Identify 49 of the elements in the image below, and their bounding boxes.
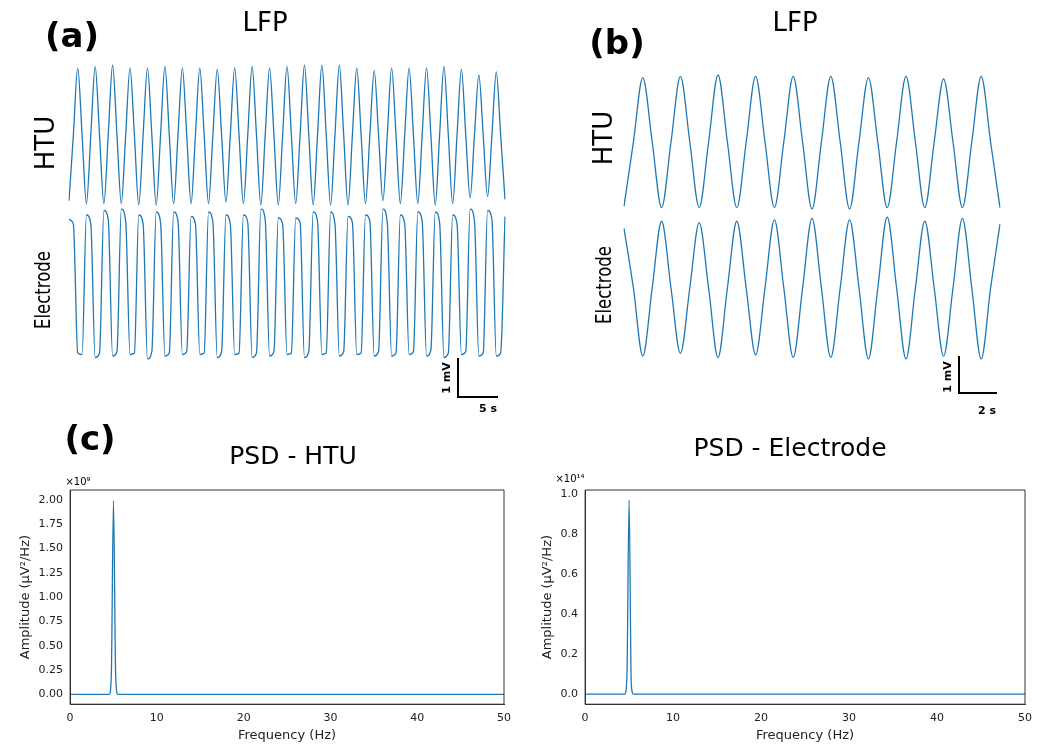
chart-title: LFP xyxy=(242,7,288,37)
x-tick-label: 30 xyxy=(842,710,857,724)
y-axis-title: Amplitude (μV²/Hz) xyxy=(17,534,33,660)
x-tick-label: 30 xyxy=(323,710,338,724)
y-tick-label: 1.00 xyxy=(38,589,64,603)
y-tick-label: 0.50 xyxy=(38,638,64,652)
y-axis-title: Electrode xyxy=(29,251,55,329)
y-axis-title: HTU xyxy=(588,110,618,166)
y-tick-label: 1.0 xyxy=(560,486,579,500)
text: 5 s xyxy=(478,401,498,415)
x-axis-title: Frequency (Hz) xyxy=(238,726,337,742)
y-tick-label: 0.0 xyxy=(560,687,579,701)
y-axis-title: Electrode xyxy=(590,246,616,324)
x-tick-label: 0 xyxy=(66,710,74,724)
y-tick-label: 0.6 xyxy=(560,566,579,580)
chart-title: PSD - Electrode xyxy=(693,432,887,462)
line-series xyxy=(585,499,1025,695)
chart-title: PSD - HTU xyxy=(229,440,357,470)
y-tick-label: 0.25 xyxy=(38,662,64,676)
text: (b) xyxy=(589,22,645,62)
x-axis-title: Frequency (Hz) xyxy=(756,726,855,742)
y-tick-label: 0.8 xyxy=(560,526,579,540)
x-tick-label: 0 xyxy=(581,710,589,724)
text: 2 s xyxy=(977,403,997,417)
y-tick-label: 0.2 xyxy=(560,647,579,661)
y-tick-label: 0.00 xyxy=(38,687,64,701)
chart-title: LFP xyxy=(772,7,818,37)
x-tick-label: 20 xyxy=(754,710,769,724)
y-tick-label: 1.50 xyxy=(38,541,64,555)
text: (a) xyxy=(44,15,100,55)
text: 1 mV xyxy=(439,362,453,394)
x-tick-label: 20 xyxy=(236,710,251,724)
x-tick-label: 10 xyxy=(149,710,164,724)
y-tick-label: 0.4 xyxy=(560,606,579,620)
text: ×10⁹ xyxy=(65,475,91,487)
x-tick-label: 40 xyxy=(410,710,425,724)
y-tick-label: 1.75 xyxy=(38,516,64,530)
text: (c) xyxy=(64,418,116,458)
text: ×10¹⁴ xyxy=(555,472,585,484)
y-tick-label: 0.75 xyxy=(38,614,64,628)
x-tick-label: 10 xyxy=(666,710,681,724)
x-tick-label: 50 xyxy=(497,710,511,724)
x-tick-label: 50 xyxy=(1018,710,1032,724)
y-axis-title: Amplitude (μV²/Hz) xyxy=(539,534,555,660)
text: 1 mV xyxy=(940,361,954,393)
y-tick-label: 1.25 xyxy=(38,565,64,579)
y-tick-label: 2.00 xyxy=(38,492,64,506)
y-axis-title: HTU xyxy=(30,115,60,171)
x-tick-label: 40 xyxy=(930,710,945,724)
